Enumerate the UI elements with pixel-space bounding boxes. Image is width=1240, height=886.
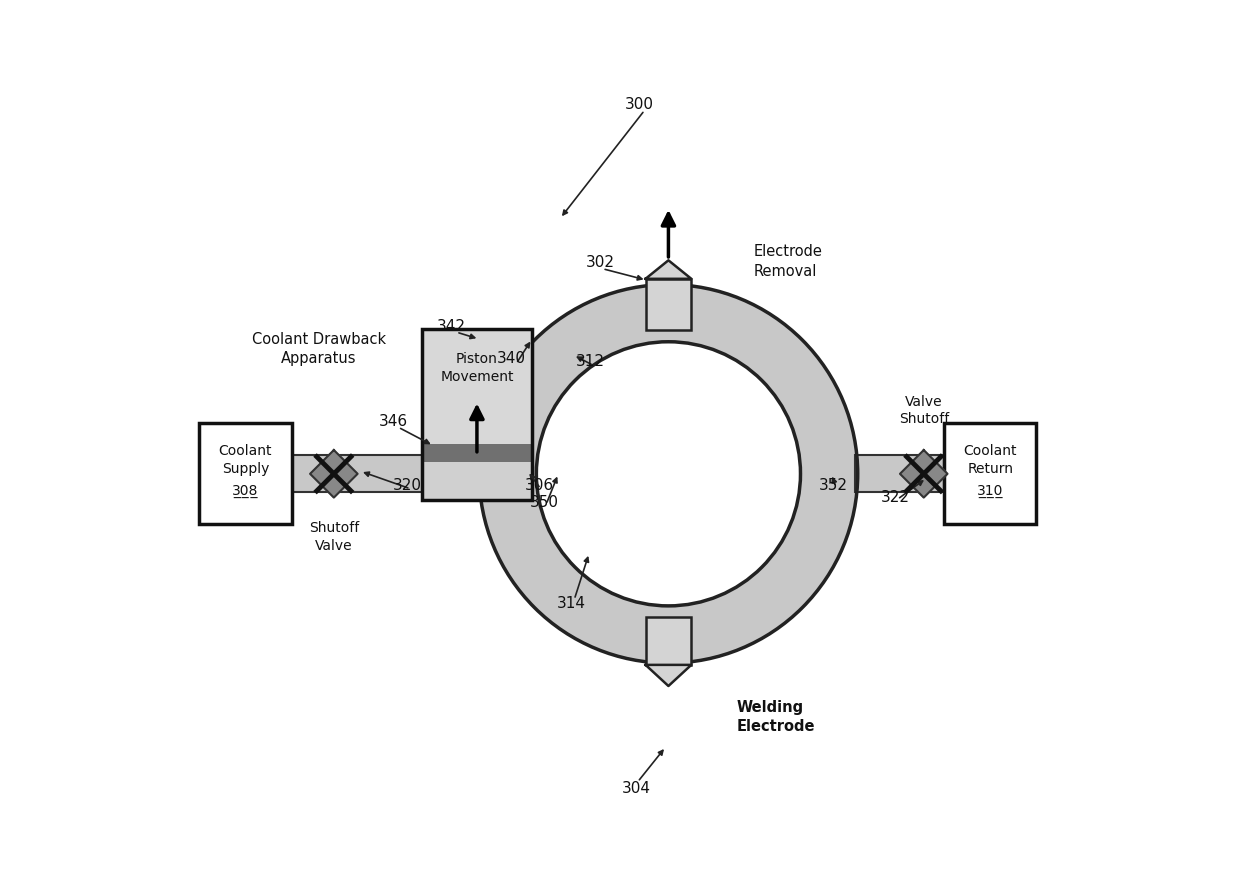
Text: Welding: Welding — [737, 700, 804, 715]
Text: Valve: Valve — [315, 539, 352, 553]
Polygon shape — [900, 450, 947, 498]
Bar — [856, 455, 944, 493]
Text: 352: 352 — [818, 478, 848, 493]
Text: 304: 304 — [621, 781, 650, 796]
Text: Shutoff: Shutoff — [899, 412, 949, 426]
Text: Supply: Supply — [222, 462, 269, 476]
Text: 3̲0̲8̲: 3̲0̲8̲ — [232, 484, 259, 498]
Bar — [291, 455, 482, 493]
Bar — [459, 493, 496, 501]
Circle shape — [479, 284, 858, 663]
Text: 306: 306 — [525, 478, 553, 493]
Text: 3̲1̲0̲: 3̲1̲0̲ — [977, 484, 1003, 498]
Bar — [200, 423, 291, 524]
Text: Apparatus: Apparatus — [281, 351, 357, 366]
Bar — [422, 444, 532, 462]
Polygon shape — [310, 450, 357, 498]
Text: Coolant Drawback: Coolant Drawback — [252, 331, 386, 346]
Text: Removal: Removal — [754, 264, 817, 279]
Text: 312: 312 — [575, 354, 605, 369]
Text: Electrode: Electrode — [737, 719, 815, 734]
Bar — [646, 618, 692, 664]
Text: 320: 320 — [392, 478, 422, 493]
Text: 342: 342 — [436, 319, 465, 334]
Text: Piston: Piston — [456, 352, 498, 366]
Text: 350: 350 — [529, 495, 559, 510]
Text: 322: 322 — [882, 490, 910, 505]
Polygon shape — [646, 260, 692, 279]
Bar — [646, 279, 692, 330]
Text: 302: 302 — [587, 255, 615, 270]
Bar — [422, 462, 532, 501]
Text: Valve: Valve — [905, 394, 942, 408]
Text: 300: 300 — [625, 97, 653, 112]
Text: 346: 346 — [379, 415, 408, 430]
Text: Coolant: Coolant — [963, 445, 1017, 458]
Text: 314: 314 — [557, 595, 587, 610]
Text: Shutoff: Shutoff — [309, 521, 360, 535]
Circle shape — [537, 342, 801, 606]
Polygon shape — [646, 664, 692, 686]
Text: 340: 340 — [496, 351, 526, 366]
Bar — [422, 329, 532, 444]
Text: Movement: Movement — [440, 369, 513, 384]
Text: Coolant: Coolant — [218, 445, 272, 458]
Text: Return: Return — [967, 462, 1013, 476]
Text: Electrode: Electrode — [754, 244, 822, 259]
Bar — [944, 423, 1037, 524]
Bar — [422, 329, 532, 501]
